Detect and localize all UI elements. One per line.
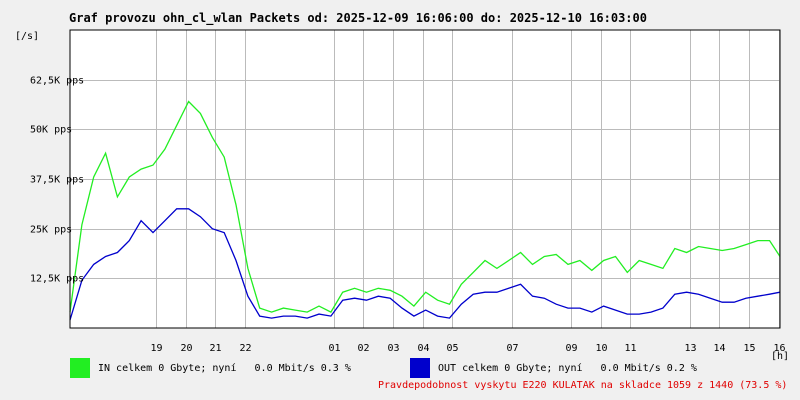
grid-lines — [70, 30, 780, 328]
legend-in-swatch — [70, 358, 90, 378]
y-tick-label: 12,5K pps — [30, 274, 84, 285]
legend-out-text: OUT celkem 0 Gbyte; nyní 0.0 Mbit/s 0.2 … — [438, 362, 697, 374]
x-tick-label: 04 — [417, 343, 429, 354]
x-tick-labels: 19 20 21 22 01 02 03 04 05 07 09 10 11 13 14 15 16 — [150, 343, 785, 354]
x-tick-label: 16 — [773, 343, 785, 354]
x-tick-label: 21 — [209, 343, 221, 354]
y-tick-label: 37,5K pps — [30, 175, 84, 186]
footer-note: Pravdepodobnost vyskytu E220 KULATAK na … — [378, 380, 788, 391]
series-line-out — [69, 208, 781, 321]
y-axis-unit: [/s] — [15, 31, 40, 42]
x-tick-label: 11 — [624, 343, 636, 354]
x-tick-label: 07 — [506, 343, 518, 354]
y-tick-label: 62,5K pps — [30, 76, 84, 87]
legend-out: OUT celkem 0 Gbyte; nyní 0.0 Mbit/s 0.2 … — [410, 358, 697, 378]
chart-title: Graf provozu ohn_cl_wlan Packets od: 202… — [69, 11, 647, 25]
x-tick-label: 02 — [357, 343, 369, 354]
legend-in: IN celkem 0 Gbyte; nyní 0.0 Mbit/s 0.3 % — [70, 358, 351, 378]
plot-border — [69, 29, 781, 329]
series-line-in — [69, 100, 781, 313]
x-tick-label: 22 — [239, 343, 251, 354]
legend-out-swatch — [410, 358, 430, 378]
x-tick-label: 20 — [180, 343, 192, 354]
x-tick-label: 09 — [565, 343, 577, 354]
y-tick-label: 50K pps — [30, 125, 72, 136]
x-tick-label: 03 — [387, 343, 399, 354]
x-axis-unit: [h] — [771, 351, 790, 362]
x-tick-label: 05 — [446, 343, 458, 354]
y-tick-labels: 12,5K pps 25K pps 37,5K pps 50K pps 62,5K pp… — [30, 76, 84, 285]
x-tick-label: 14 — [713, 343, 725, 354]
x-tick-label: 01 — [328, 343, 340, 354]
legend-in-text: IN celkem 0 Gbyte; nyní 0.0 Mbit/s 0.3 % — [98, 362, 351, 374]
x-tick-label: 10 — [595, 343, 607, 354]
y-tick-label: 25K pps — [30, 225, 72, 236]
series-group — [69, 100, 781, 321]
x-tick-label: 19 — [150, 343, 162, 354]
x-tick-label: 13 — [684, 343, 696, 354]
x-tick-label: 15 — [743, 343, 755, 354]
